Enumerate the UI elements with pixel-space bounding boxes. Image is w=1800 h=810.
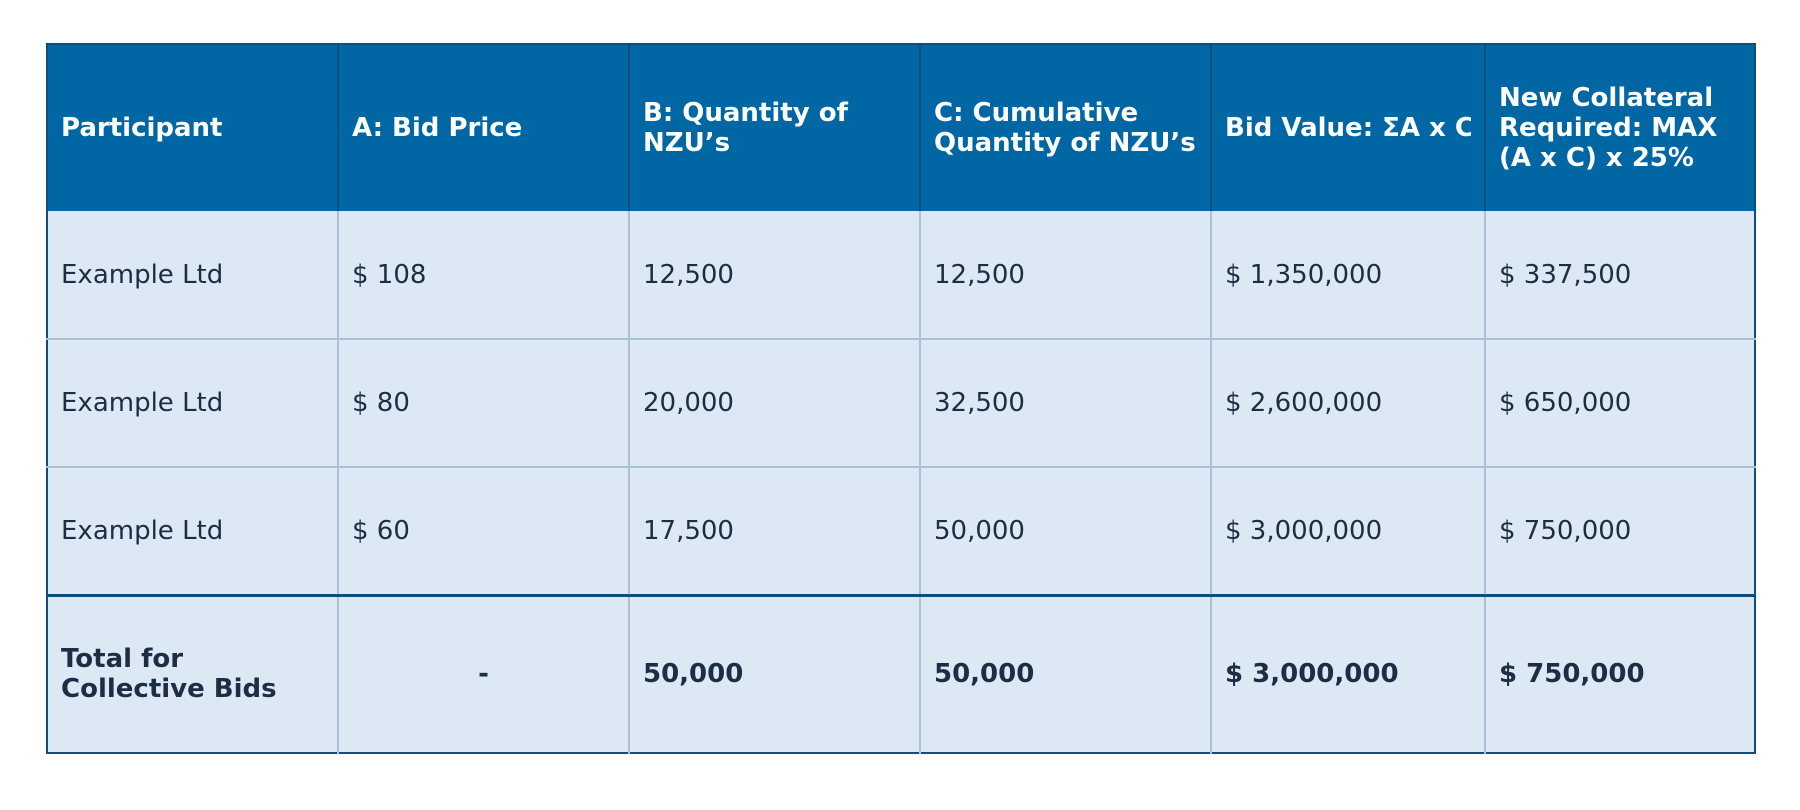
cell-bid-price: $ 108 — [338, 211, 630, 339]
cell-bid-value: $ 2,600,000 — [1211, 338, 1486, 467]
table-row: Example Ltd $ 108 12,500 12,500 $ 1,350,… — [47, 211, 1755, 339]
cell-bid-price: $ 80 — [338, 338, 630, 467]
total-bid-price: - — [338, 593, 630, 753]
collateral-table-container: Participant A: Bid Price B: Quantity of … — [46, 43, 1756, 754]
header-bid-price: A: Bid Price — [338, 44, 630, 211]
cell-quantity: 17,500 — [629, 466, 921, 595]
cell-quantity: 12,500 — [629, 211, 921, 339]
total-label: Total for Collective Bids — [47, 593, 339, 753]
header-bid-value-label: Bid Value: ΣA x C — [1225, 113, 1471, 143]
cell-new-collateral: $ 750,000 — [1485, 466, 1755, 595]
cell-participant: Example Ltd — [47, 338, 339, 467]
header-quantity: B: Quantity of NZU’s — [629, 44, 921, 211]
table-header-row: Participant A: Bid Price B: Quantity of … — [47, 44, 1755, 211]
cell-participant: Example Ltd — [47, 466, 339, 595]
cell-bid-value: $ 3,000,000 — [1211, 466, 1486, 595]
header-new-collateral: New Collateral Required: MAX (A x C) x 2… — [1485, 44, 1755, 211]
cell-bid-price: $ 60 — [338, 466, 630, 595]
cell-participant: Example Ltd — [47, 211, 339, 339]
cell-quantity: 20,000 — [629, 338, 921, 467]
total-new-collateral: $ 750,000 — [1485, 593, 1755, 753]
table-row: Example Ltd $ 80 20,000 32,500 $ 2,600,0… — [47, 338, 1755, 467]
cell-new-collateral: $ 337,500 — [1485, 211, 1755, 339]
total-bid-value: $ 3,000,000 — [1211, 593, 1486, 753]
cell-cumulative-quantity: 50,000 — [920, 466, 1212, 595]
cell-cumulative-quantity: 12,500 — [920, 211, 1212, 339]
total-cumulative-quantity: 50,000 — [920, 593, 1212, 753]
header-bid-value: Bid Value: ΣA x C — [1211, 44, 1486, 211]
header-cumulative-quantity: C: Cumulative Quantity of NZU’s — [920, 44, 1212, 211]
cell-new-collateral: $ 650,000 — [1485, 338, 1755, 467]
collateral-table: Participant A: Bid Price B: Quantity of … — [46, 43, 1756, 754]
cell-bid-value: $ 1,350,000 — [1211, 211, 1486, 339]
cell-cumulative-quantity: 32,500 — [920, 338, 1212, 467]
table-row: Example Ltd $ 60 17,500 50,000 $ 3,000,0… — [47, 466, 1755, 595]
header-participant: Participant — [47, 44, 339, 211]
total-row: Total for Collective Bids - 50,000 50,00… — [47, 593, 1755, 753]
total-quantity: 50,000 — [629, 593, 921, 753]
